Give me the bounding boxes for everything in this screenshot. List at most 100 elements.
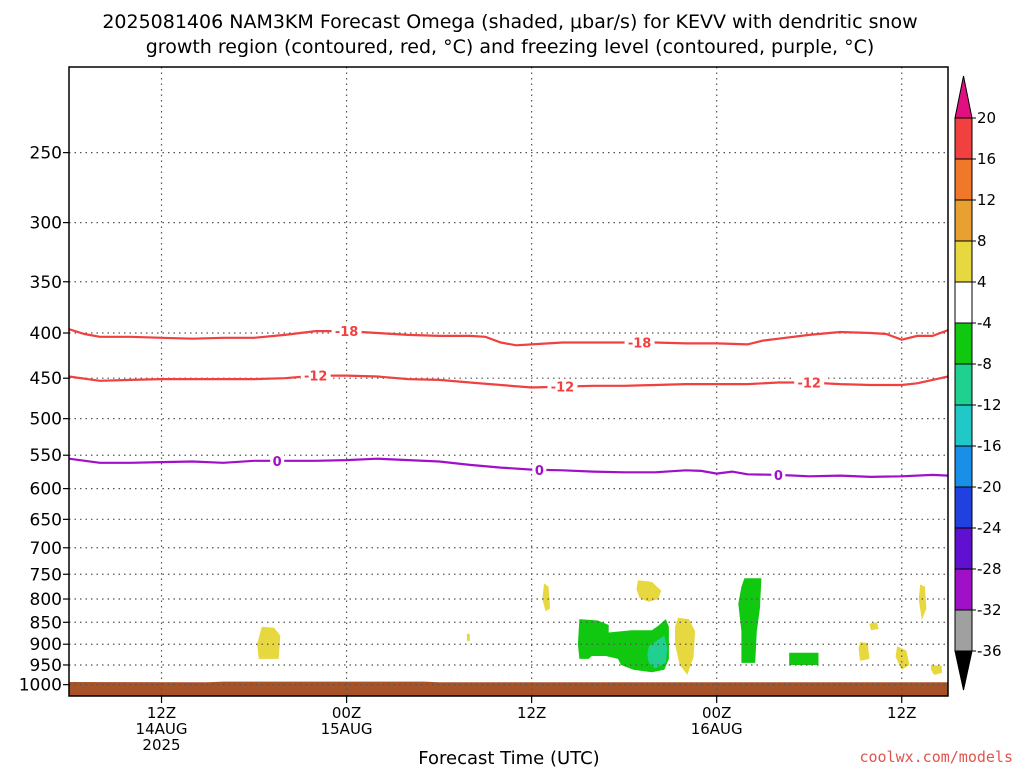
colorbar-label: 12 [977,191,996,209]
contour-label: -12 [797,376,821,391]
omega-region-11 [647,635,668,669]
y-tick-label: 750 [30,565,62,585]
colorbar-bin [954,199,973,242]
omega-region-0 [257,626,281,659]
colorbar-label: -4 [977,314,992,332]
x-tick-label: 2025 [142,736,180,754]
colorbar: 20 16 12 8 4 -4 -8 -12 -16 -20 -24 -28 -32 -36 [954,75,1002,691]
contour-label-bg [624,335,655,350]
contour-label: 0 [774,469,783,484]
x-tick-label: 12Z [147,704,176,722]
y-tick-label: 250 [30,144,62,164]
y-tick-label: 550 [30,446,62,466]
x-tick-label: 12Z [517,704,546,722]
x-tick-label: 12Z [887,704,916,722]
contour-label-bg [771,467,786,482]
omega-region-9 [931,665,942,675]
chart-title-line-2: growth region (contoured, red, °C) and f… [146,36,875,58]
y-axis-ticks: 2503003504004505005506006507007508008509… [19,144,69,696]
contour-label: -18 [628,336,652,351]
colorbar-label: -32 [977,601,1002,619]
colorbar-bin [954,363,973,406]
colorbar-bin [954,404,973,447]
x-tick-label: 14AUG [136,720,188,738]
y-tick-label: 450 [30,369,62,389]
colorbar-top-arrow [954,75,973,119]
omega-region-14 [809,653,819,663]
contour-label: 0 [535,464,544,479]
contour-label-bg [532,462,547,477]
plot-frame [68,66,949,697]
contour-label: -12 [551,381,575,396]
y-tick-label: 700 [30,539,62,559]
y-tick-label: 650 [30,510,62,530]
y-tick-label: 800 [30,590,62,610]
contour-label: -12 [304,370,328,385]
omega-region-4 [675,617,696,675]
colorbar-label: -20 [977,478,1002,496]
x-axis-label: Forecast Time (UTC) [418,748,599,768]
colorbar-bin [954,322,973,365]
colorbar-label: -28 [977,560,1002,578]
omega-region-3 [636,580,662,602]
colorbar-bin [954,568,973,611]
colorbar-bin [954,117,973,160]
colorbar-bin [954,158,973,201]
colorbar-label: -36 [977,642,1002,660]
colorbar-bottom-arrow [954,650,973,691]
x-tick-label: 00Z [332,704,361,722]
y-tick-label: 950 [30,656,62,676]
colorbar-bin [954,527,973,570]
source-credit: coolwx.com/models [859,748,1013,766]
contour-label-bg [547,379,578,394]
omega-region-8 [918,584,927,620]
colorbar-bin [954,281,973,324]
contour-lines: -18 -18 -12 -12 -12 0 0 0 [68,324,949,484]
contour-label-bg [794,375,825,390]
y-tick-label: 600 [30,480,62,500]
colorbar-label: 20 [977,109,996,127]
contour-label: 0 [273,455,282,470]
y-tick-label: 900 [30,635,62,655]
y-tick-label: 350 [30,273,62,293]
contour-label-bg [270,453,285,468]
omega-region-1 [466,633,470,642]
contour-line--12 [68,374,949,389]
contour-label-bg [331,324,362,339]
colorbar-label: 4 [977,273,987,291]
colorbar-label: -24 [977,519,1002,537]
grid-lines [69,67,948,696]
x-tick-label: 16AUG [691,720,743,738]
contour-line--18 [68,328,949,347]
contour-label-bg [300,368,331,383]
y-tick-label: 500 [30,410,62,430]
x-tick-label: 15AUG [321,720,373,738]
colorbar-label: 16 [977,150,996,168]
omega-region-10 [577,619,669,673]
colorbar-label: -16 [977,437,1002,455]
plot-area [69,578,948,696]
omega-region-7 [895,646,910,670]
colorbar-label: -8 [977,355,992,373]
y-tick-label: 850 [30,613,62,633]
y-tick-label: 400 [30,324,62,344]
contour-label: -18 [335,325,359,340]
x-tick-label: 00Z [702,704,731,722]
contour-line-0 [68,457,949,479]
omega-region-2 [542,583,551,612]
colorbar-bin [954,445,973,488]
colorbar-label: 8 [977,232,987,250]
chart-title-line-1: 2025081406 NAM3KM Forecast Omega (shaded… [102,11,917,33]
omega-region-5 [858,642,870,661]
omega-region-6 [869,622,879,631]
ground-area [69,681,948,696]
y-tick-label: 1000 [19,676,62,696]
y-tick-label: 300 [30,214,62,234]
omega-region-12 [738,578,762,663]
colorbar-bin [954,240,973,283]
colorbar-bin [954,486,973,529]
colorbar-label: -12 [977,396,1002,414]
colorbar-bin [954,609,973,652]
